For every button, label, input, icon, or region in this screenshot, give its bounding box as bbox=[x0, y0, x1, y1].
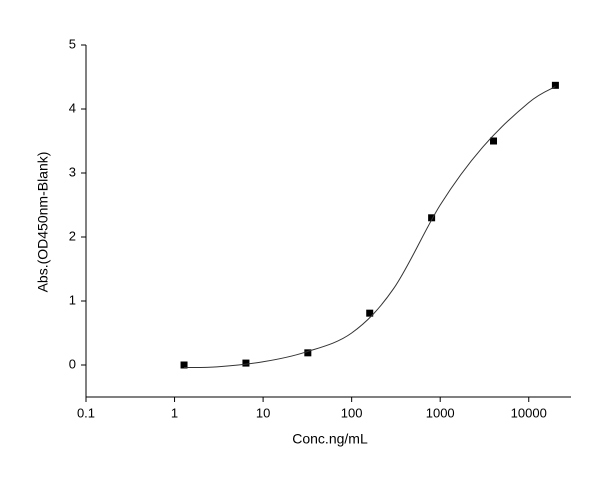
x-tick-label: 10 bbox=[256, 405, 270, 420]
y-tick-label: 4 bbox=[69, 100, 76, 115]
x-tick-label: 1000 bbox=[426, 405, 455, 420]
data-point bbox=[304, 349, 312, 357]
x-axis-label: Conc.ng/mL bbox=[292, 431, 368, 447]
x-tick-label: 1 bbox=[171, 405, 178, 420]
data-point bbox=[366, 309, 374, 317]
x-tick-label: 100 bbox=[341, 405, 363, 420]
y-axis-label: Abs.(OD450nm-Blank) bbox=[35, 152, 51, 293]
y-tick-label: 5 bbox=[69, 36, 76, 51]
data-point bbox=[428, 214, 436, 222]
y-tick-label: 2 bbox=[69, 228, 76, 243]
x-tick-label: 10000 bbox=[511, 405, 547, 420]
data-point bbox=[490, 137, 498, 145]
y-tick-label: 0 bbox=[69, 356, 76, 371]
y-tick-label: 3 bbox=[69, 164, 76, 179]
data-point bbox=[242, 359, 250, 367]
data-point bbox=[180, 361, 188, 369]
fit-curve bbox=[184, 86, 556, 369]
data-point bbox=[551, 81, 559, 89]
y-tick-label: 1 bbox=[69, 292, 76, 307]
x-tick-label: 0.1 bbox=[77, 405, 95, 420]
